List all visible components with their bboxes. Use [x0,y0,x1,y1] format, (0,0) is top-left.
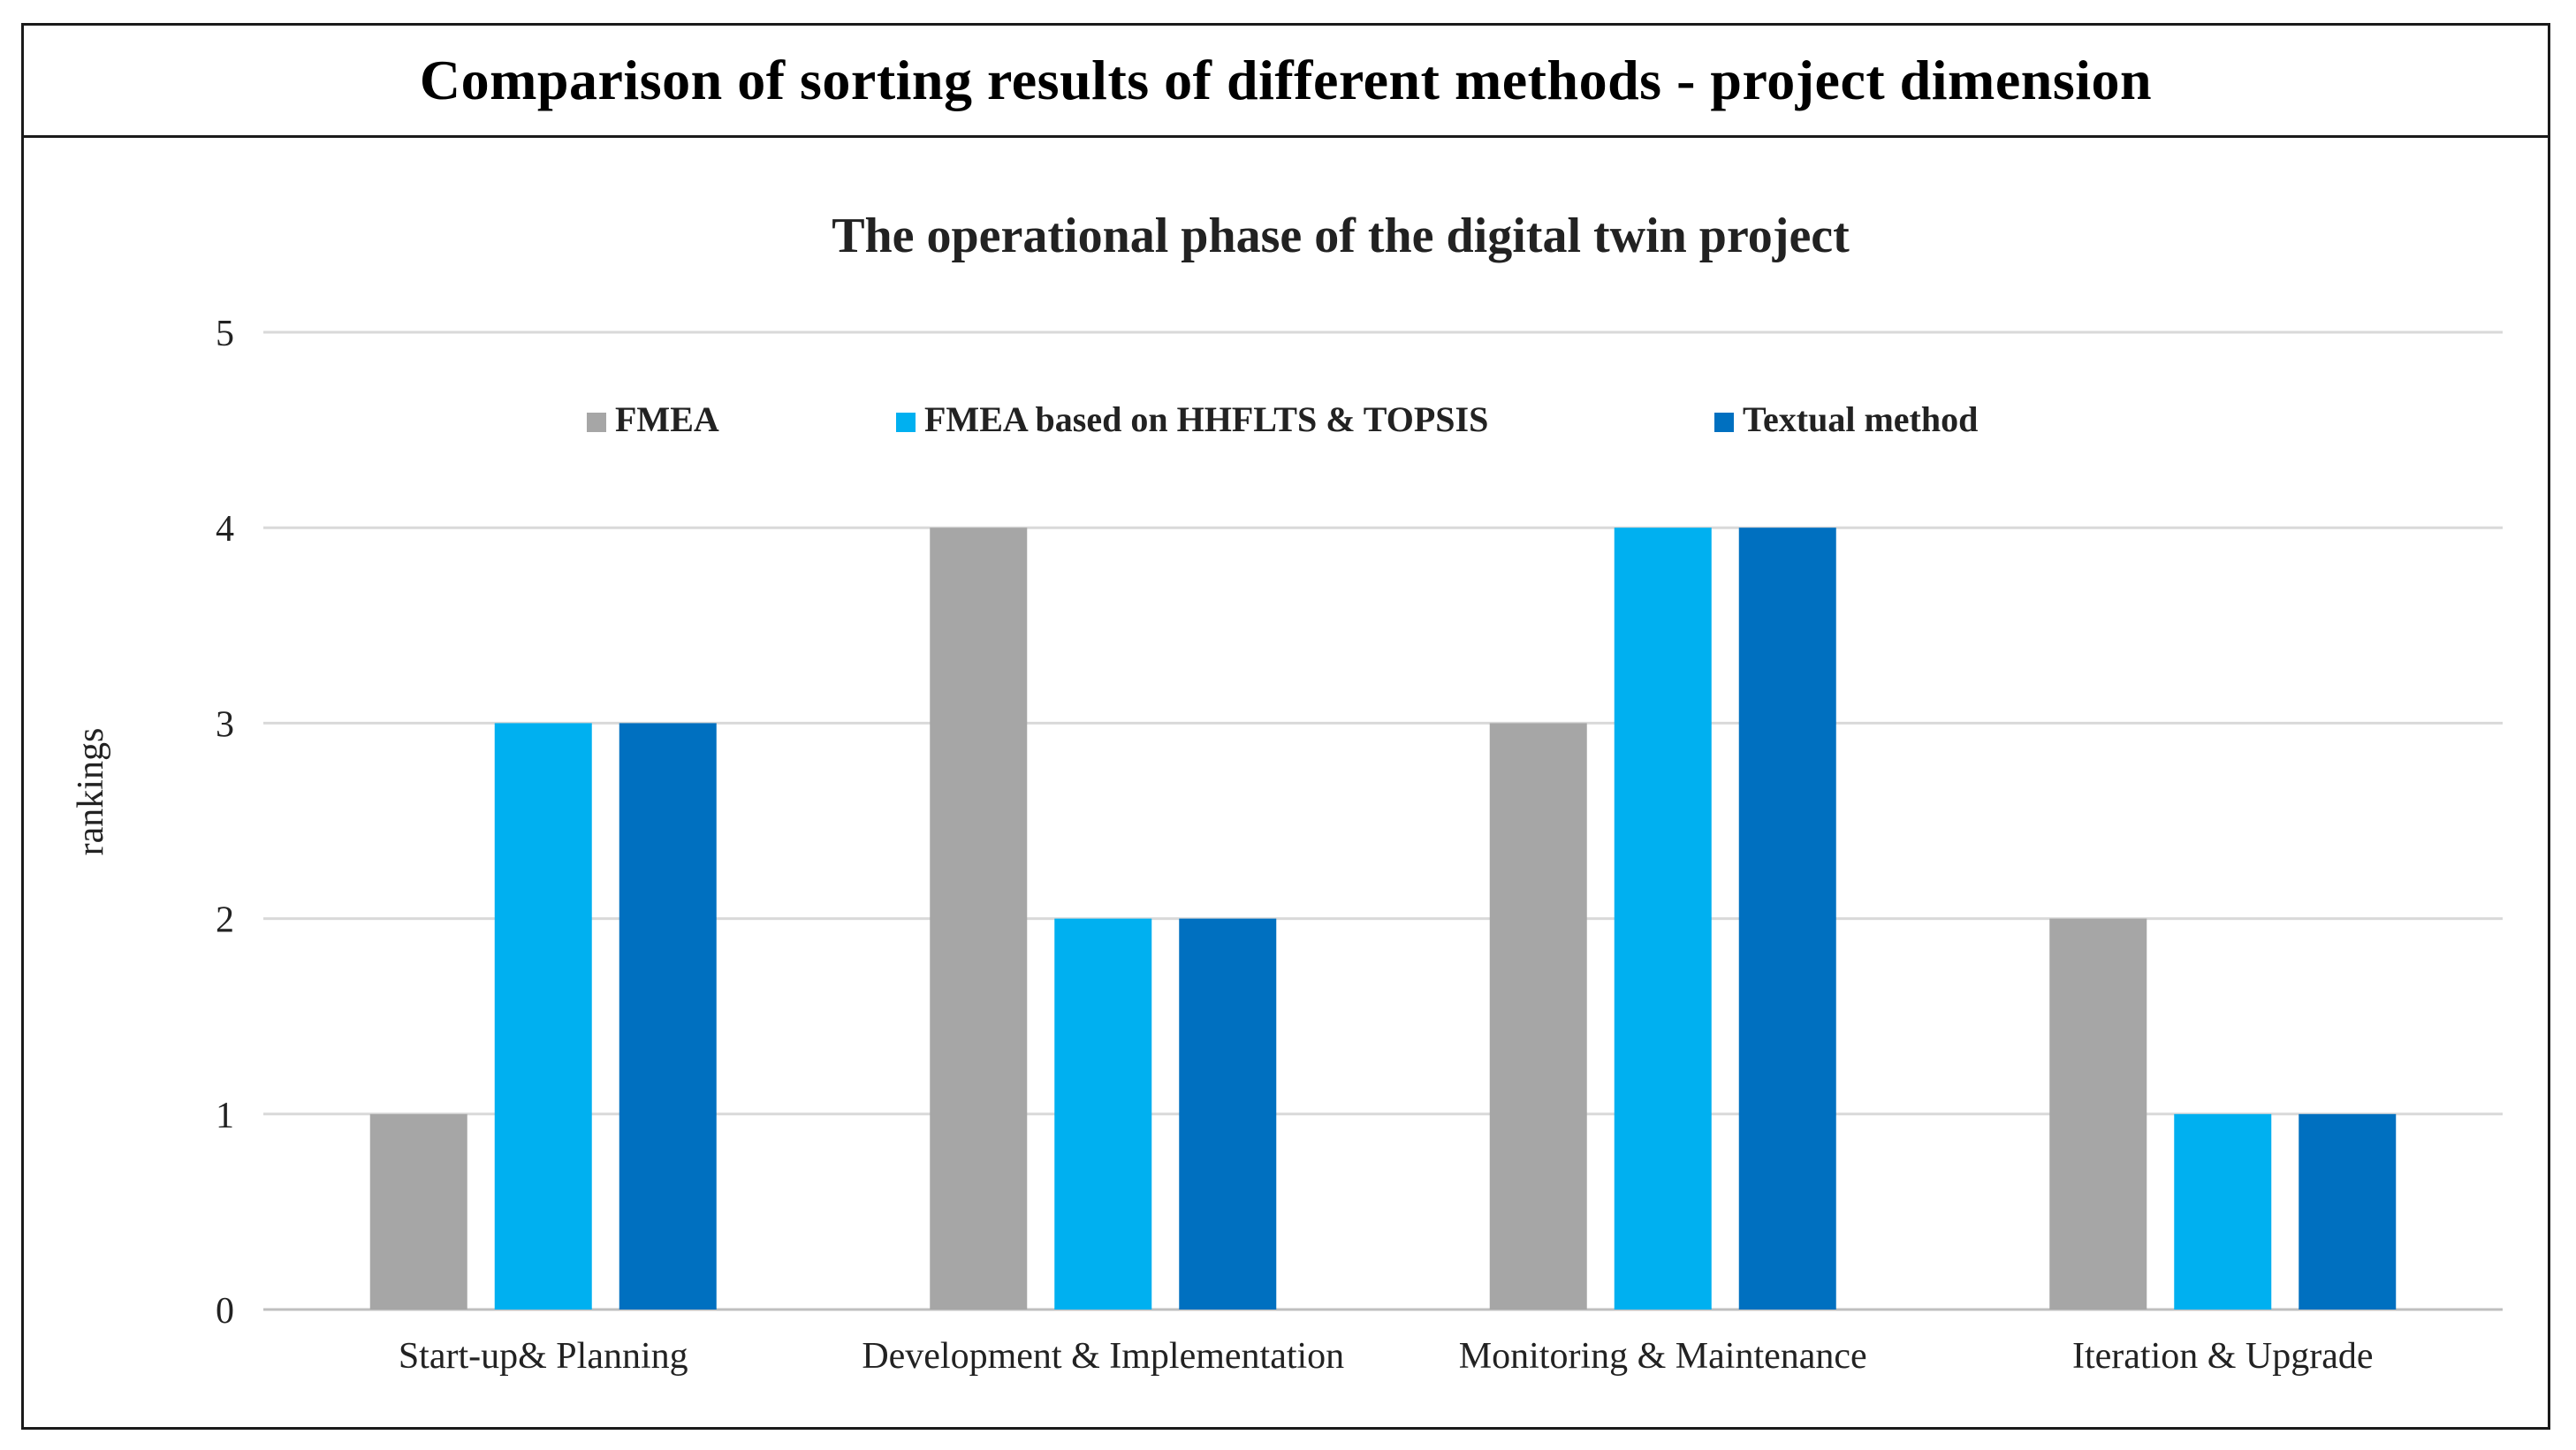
x-tick-label: Start-up& Planning [399,1336,688,1377]
legend-swatch-1 [587,413,606,432]
chart-title: The operational phase of the digital twi… [832,209,1850,263]
bar-1-1 [369,1113,467,1310]
bar-3-3 [1738,528,1836,1310]
legend-label-1: FMEA [615,399,719,439]
y-tick-label: 0 [216,1291,234,1332]
y-tick-label: 4 [216,509,234,550]
title-banner: Comparison of sorting results of differe… [24,26,2548,138]
x-tick-label: Iteration & Upgrade [2072,1336,2374,1377]
y-tick-label: 1 [216,1096,234,1136]
figure-frame: Comparison of sorting results of differe… [21,23,2550,1430]
y-tick-label: 5 [216,314,234,354]
bar-2-2 [1054,918,1152,1310]
bar-2-4 [2174,1113,2272,1310]
figure-title: Comparison of sorting results of differe… [419,49,2153,111]
bar-3-2 [1179,918,1277,1310]
legend-label-3: Textual method [1743,399,1978,439]
legend-label-2: FMEA based on HHFLTS & TOPSIS [924,399,1488,439]
bar-2-1 [494,723,592,1310]
bar-1-4 [2049,918,2147,1310]
y-tick-label: 2 [216,900,234,941]
y-tick-label: 3 [216,704,234,745]
bar-3-4 [2299,1113,2397,1310]
legend-swatch-2 [896,413,916,432]
bar-3-1 [619,723,717,1310]
legend-swatch-3 [1714,413,1734,432]
bar-1-3 [1489,723,1587,1310]
bar-2-3 [1614,528,1712,1310]
x-tick-label: Development & Implementation [862,1336,1344,1377]
y-axis-label: rankings [71,728,111,856]
bar-1-2 [930,528,1028,1310]
x-tick-label: Monitoring & Maintenance [1459,1336,1867,1377]
